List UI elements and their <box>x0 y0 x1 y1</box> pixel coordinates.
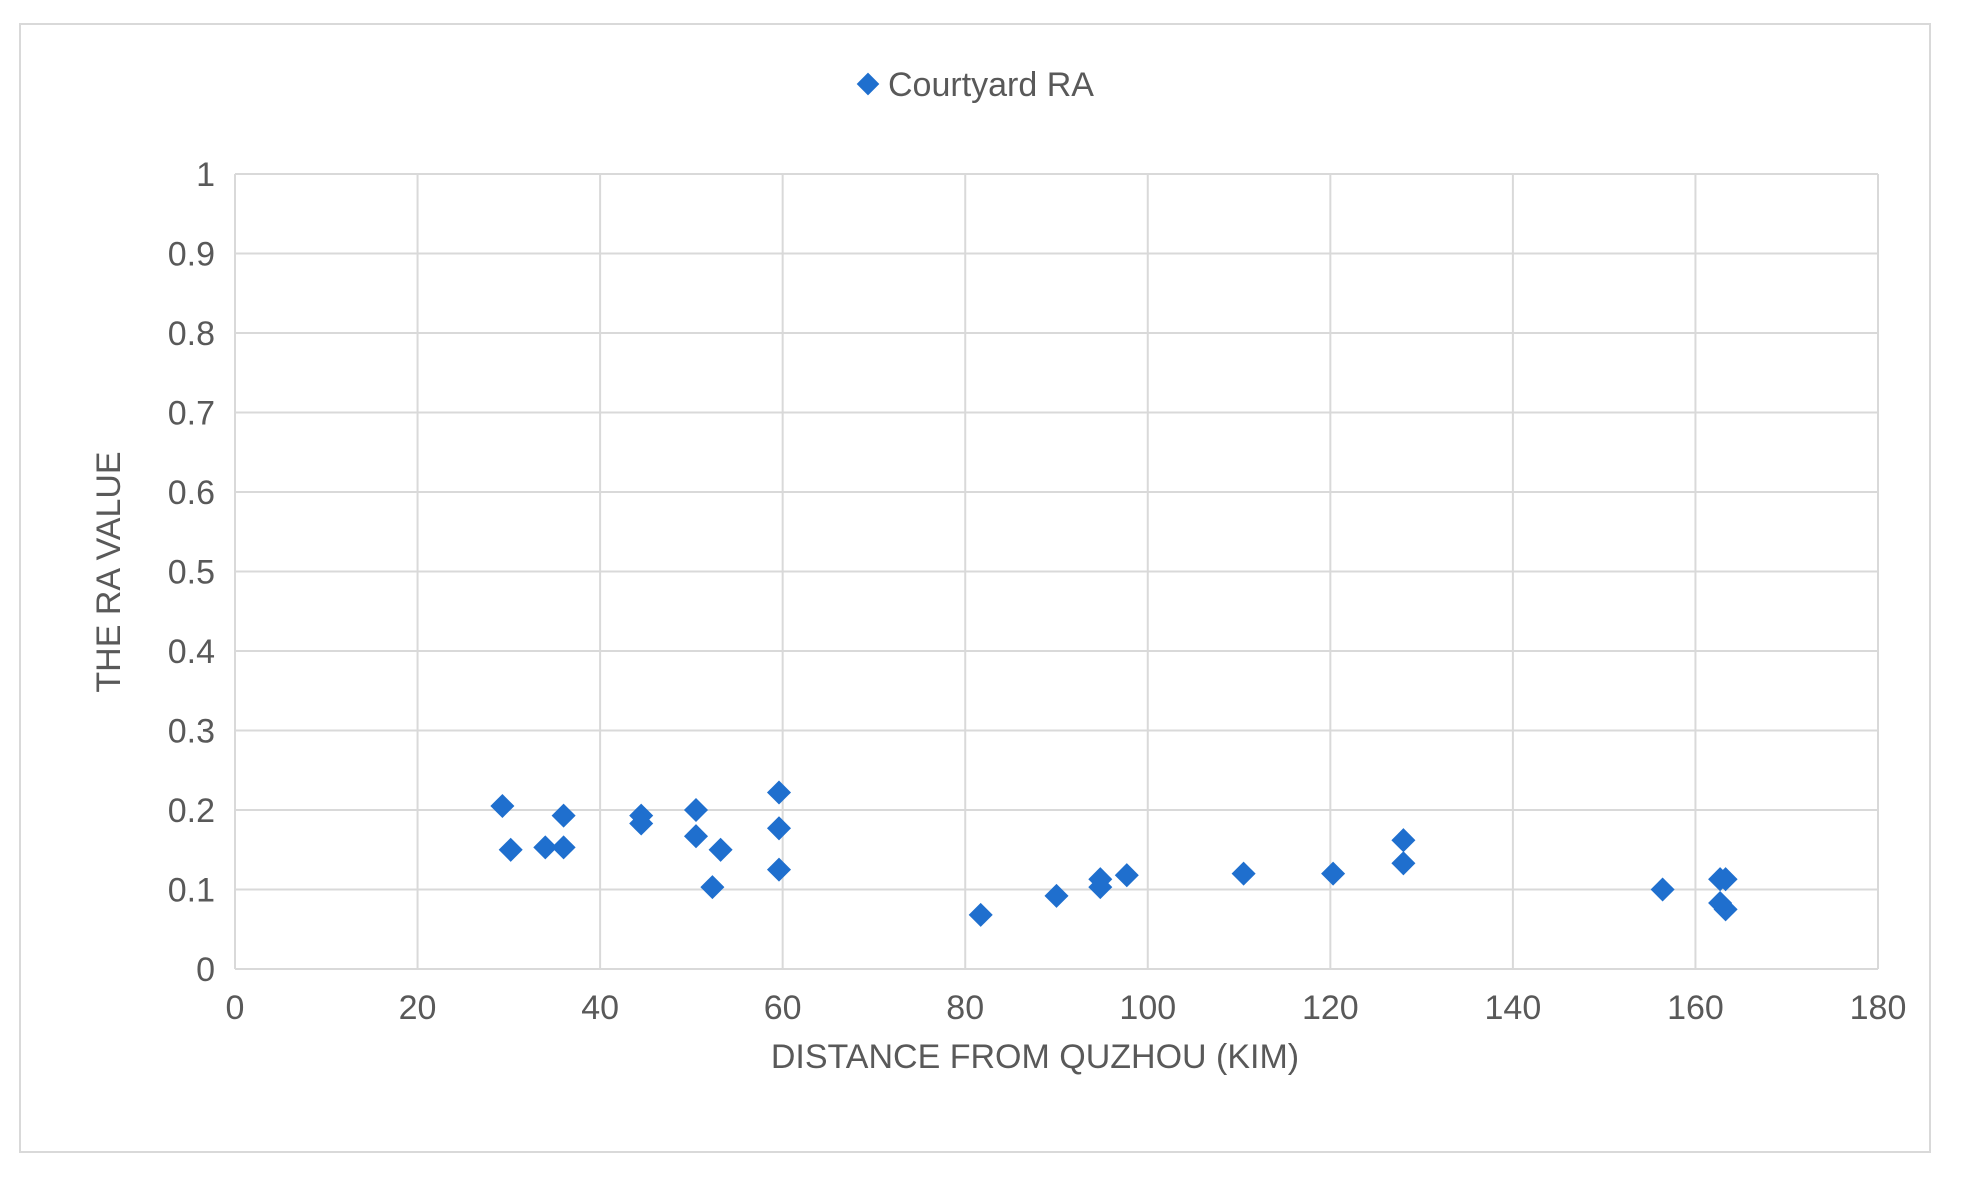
chart-frame: 0 0.1 0.2 0.3 0.4 0.5 0.6 0.7 0.8 0.9 1 0 20 40 60 80 1… <box>19 23 1931 1153</box>
data-point <box>700 875 725 900</box>
y-axis-ticks: 0 0.1 0.2 0.3 0.4 0.5 0.6 0.7 0.8 0.9 1 <box>168 156 215 989</box>
x-tick-label: 0 <box>226 989 245 1027</box>
data-point <box>1713 897 1738 922</box>
legend-label: Courtyard RA <box>888 66 1094 104</box>
x-tick-label: 40 <box>581 989 619 1027</box>
x-tick-label: 100 <box>1119 989 1176 1027</box>
y-tick-label: 0.4 <box>168 633 215 671</box>
data-point <box>1114 863 1139 888</box>
data-point <box>1088 875 1113 900</box>
y-tick-label: 0.3 <box>168 713 215 751</box>
x-tick-label: 20 <box>399 989 437 1027</box>
y-tick-label: 1 <box>196 156 215 194</box>
y-tick-label: 0 <box>196 951 215 989</box>
y-tick-label: 0.6 <box>168 474 215 512</box>
x-axis-ticks: 0 20 40 60 80 100 120 140 160 180 <box>226 989 1907 1027</box>
data-point <box>1391 851 1416 876</box>
x-tick-label: 140 <box>1485 989 1542 1027</box>
x-tick-label: 120 <box>1302 989 1359 1027</box>
x-tick-label: 160 <box>1667 989 1724 1027</box>
data-point <box>1650 877 1675 902</box>
data-points <box>490 780 1738 927</box>
y-tick-label: 0.8 <box>168 315 215 353</box>
data-point <box>1321 861 1346 886</box>
data-point <box>968 902 993 927</box>
data-point <box>551 803 576 828</box>
y-tick-label: 0.7 <box>168 395 215 433</box>
data-point <box>708 837 733 862</box>
y-tick-label: 0.1 <box>168 872 215 910</box>
data-point <box>683 824 709 849</box>
y-tick-label: 0.9 <box>168 236 215 274</box>
data-point <box>498 837 523 862</box>
data-point <box>1044 883 1069 908</box>
y-axis-title: THE RA VALUE <box>90 451 128 692</box>
data-point <box>551 835 576 860</box>
data-point <box>683 797 709 823</box>
y-tick-label: 0.2 <box>168 792 215 830</box>
data-point <box>766 816 792 841</box>
data-point <box>490 793 515 819</box>
x-tick-label: 60 <box>764 989 802 1027</box>
x-tick-label: 180 <box>1850 989 1907 1027</box>
x-tick-label: 80 <box>946 989 984 1027</box>
data-point <box>766 857 792 882</box>
scatter-chart: 0 0.1 0.2 0.3 0.4 0.5 0.6 0.7 0.8 0.9 1 0 20 40 60 80 1… <box>90 66 1907 1076</box>
data-point <box>1391 828 1416 853</box>
legend: Courtyard RA <box>856 66 1094 104</box>
legend-marker-diamond <box>856 72 880 96</box>
y-tick-label: 0.5 <box>168 554 215 592</box>
x-axis-title: DISTANCE FROM QUZHOU (KIM) <box>771 1038 1299 1076</box>
data-point <box>766 780 792 805</box>
data-point <box>1713 867 1738 892</box>
data-point <box>1231 861 1256 886</box>
gridlines <box>234 173 1879 970</box>
